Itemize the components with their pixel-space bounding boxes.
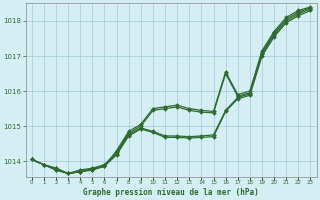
- X-axis label: Graphe pression niveau de la mer (hPa): Graphe pression niveau de la mer (hPa): [83, 188, 259, 197]
